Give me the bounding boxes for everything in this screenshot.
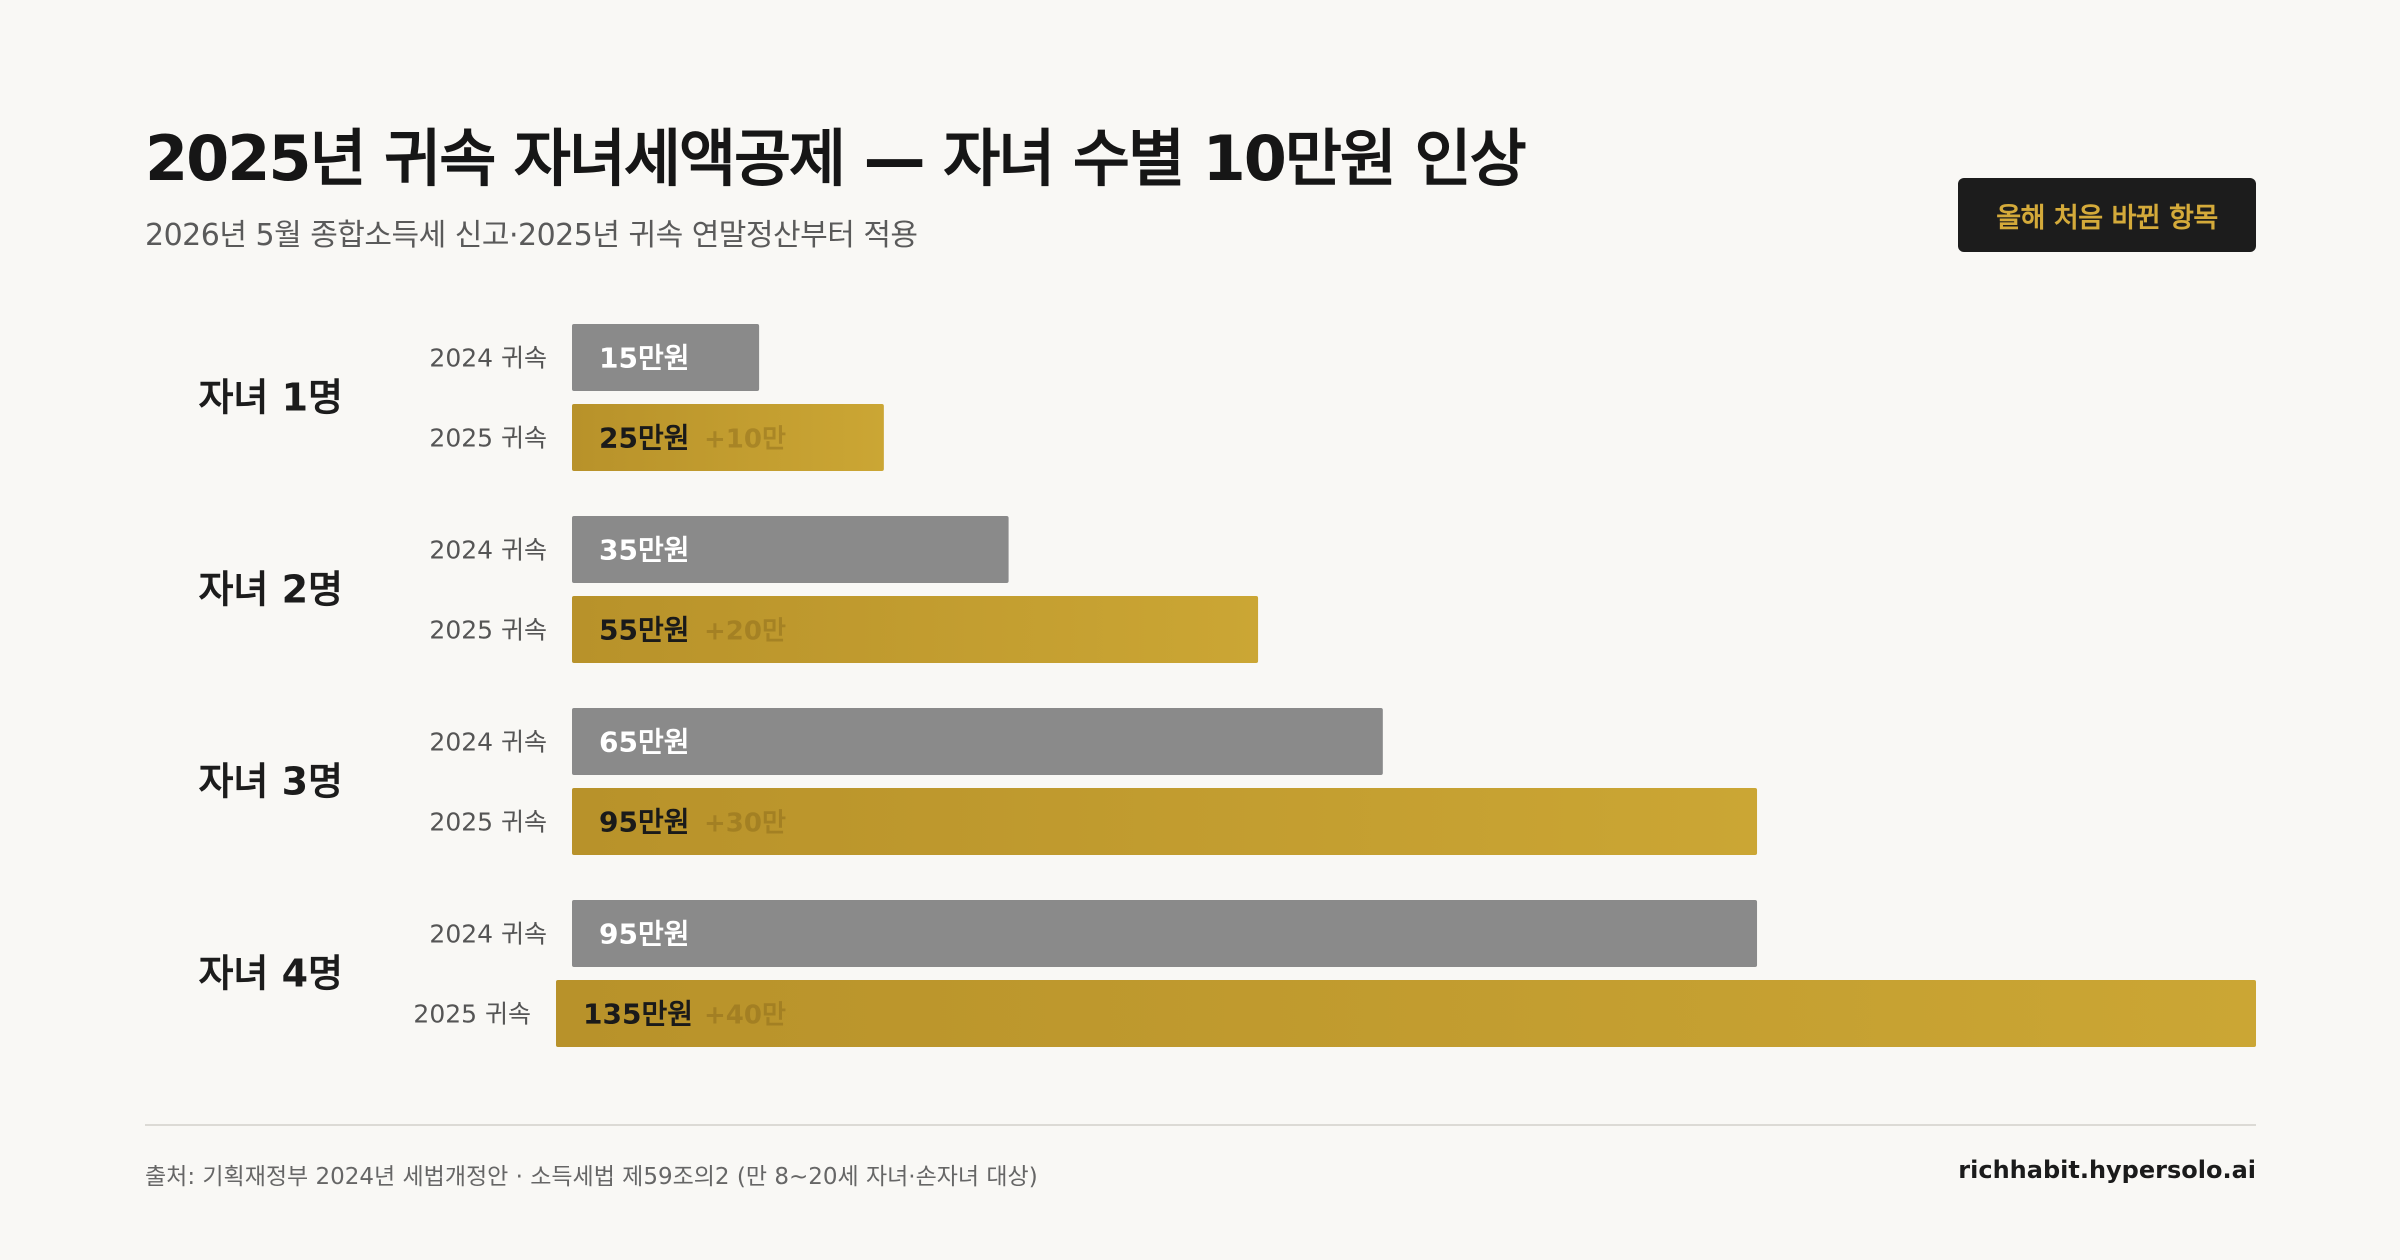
bar-2025 (572, 596, 1259, 663)
group-label: 자녀 4명 (198, 952, 343, 996)
bar-2025 (572, 788, 1758, 855)
year-label-2025: 2025 귀속 (429, 424, 547, 453)
bar-value-2024: 15만원 (599, 342, 690, 375)
year-label-2024: 2024 귀속 (429, 728, 547, 757)
bar-2024 (572, 900, 1758, 967)
year-label-2024: 2024 귀속 (429, 920, 547, 949)
bar-2024 (572, 324, 760, 391)
year-label-2025: 2025 귀속 (429, 808, 547, 837)
group-label: 자녀 2명 (198, 568, 343, 612)
bar-increase-2025: +30만 (704, 809, 786, 839)
page-title: 2025년 귀속 자녀세액공제 — 자녀 수별 10만원 인상 (145, 122, 1527, 195)
bar-value-2025: 25만원 (599, 422, 690, 455)
site-url: richhabit.hypersolo.ai (1958, 1156, 2256, 1184)
year-label-2025: 2025 귀속 (429, 616, 547, 645)
bar-value-2024: 35만원 (599, 534, 690, 567)
year-label-2025: 2025 귀속 (413, 1000, 531, 1029)
bar-increase-2025: +10만 (704, 425, 786, 455)
bar-value-2025: 95만원 (599, 806, 690, 839)
group-label: 자녀 3명 (198, 760, 343, 804)
bar-value-2024: 95만원 (599, 918, 690, 951)
footer-divider (145, 1124, 2256, 1126)
bar-value-2025: 135만원 (583, 998, 693, 1031)
year-label-2024: 2024 귀속 (429, 536, 547, 565)
year-label-2024: 2024 귀속 (429, 344, 547, 373)
bar-value-2024: 65만원 (599, 726, 690, 759)
bar-2024 (572, 708, 1383, 775)
bar-2025 (556, 980, 2256, 1047)
group-label: 자녀 1명 (198, 376, 343, 420)
bar-increase-2025: +40만 (704, 1001, 786, 1031)
new-item-badge: 올해 처음 바뀐 항목 (1958, 178, 2256, 252)
bar-value-2025: 55만원 (599, 614, 690, 647)
bar-increase-2025: +20만 (704, 617, 786, 647)
bar-2024 (572, 516, 1009, 583)
bar-2025 (572, 404, 884, 471)
source-note: 출처: 기획재정부 2024년 세법개정안 · 소득세법 제59조의2 (만 8… (145, 1164, 1038, 1190)
page-subtitle: 2026년 5월 종합소득세 신고·2025년 귀속 연말정산부터 적용 (145, 218, 918, 253)
